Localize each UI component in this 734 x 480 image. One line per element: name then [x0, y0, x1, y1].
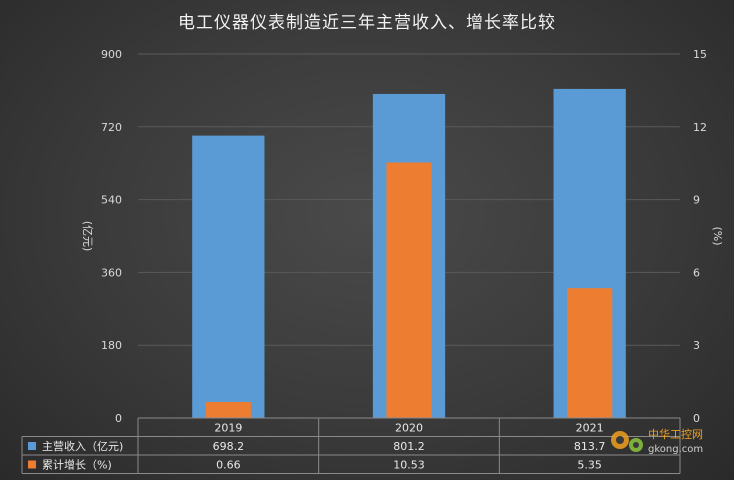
y-right-tick-label: 12	[693, 121, 707, 134]
bar-growth	[205, 401, 251, 418]
legend-label: 主营收入（亿元)	[42, 439, 123, 453]
table-cell-value: 0.66	[216, 459, 241, 472]
chart-title: 电工仪器仪表制造近三年主营收入、增长率比较	[178, 13, 556, 33]
y-left-axis-label: (亿元)	[81, 221, 94, 252]
table-cell-value: 10.53	[393, 459, 425, 472]
table-cell-value: 698.2	[213, 440, 245, 453]
table-cell-value: 813.7	[574, 440, 606, 453]
table-cell-value: 5.35	[577, 459, 602, 472]
y-left-tick-label: 360	[101, 266, 122, 279]
y-right-tick-label: 9	[693, 194, 700, 207]
y-left-tick-label: 720	[101, 121, 122, 134]
bar-revenue	[192, 135, 265, 418]
x-tick-label: 2020	[395, 422, 423, 435]
y-right-tick-label: 3	[693, 339, 700, 352]
table-cell-value: 801.2	[393, 440, 425, 453]
y-right-tick-label: 0	[693, 412, 700, 425]
legend-label: 累计增长（%)	[42, 458, 112, 472]
legend-swatch	[28, 442, 36, 450]
x-tick-label: 2021	[576, 422, 604, 435]
y-right-tick-label: 15	[693, 48, 707, 61]
y-left-tick-label: 540	[101, 194, 122, 207]
y-right-tick-label: 6	[693, 266, 700, 279]
y-left-tick-label: 0	[115, 412, 122, 425]
y-left-tick-label: 900	[101, 48, 122, 61]
bar-growth	[567, 288, 613, 418]
y-right-axis-label: (%)	[711, 226, 724, 245]
bar-growth	[386, 162, 432, 418]
x-tick-label: 2019	[214, 422, 242, 435]
legend-swatch	[28, 460, 36, 469]
y-left-tick-label: 180	[101, 339, 122, 352]
